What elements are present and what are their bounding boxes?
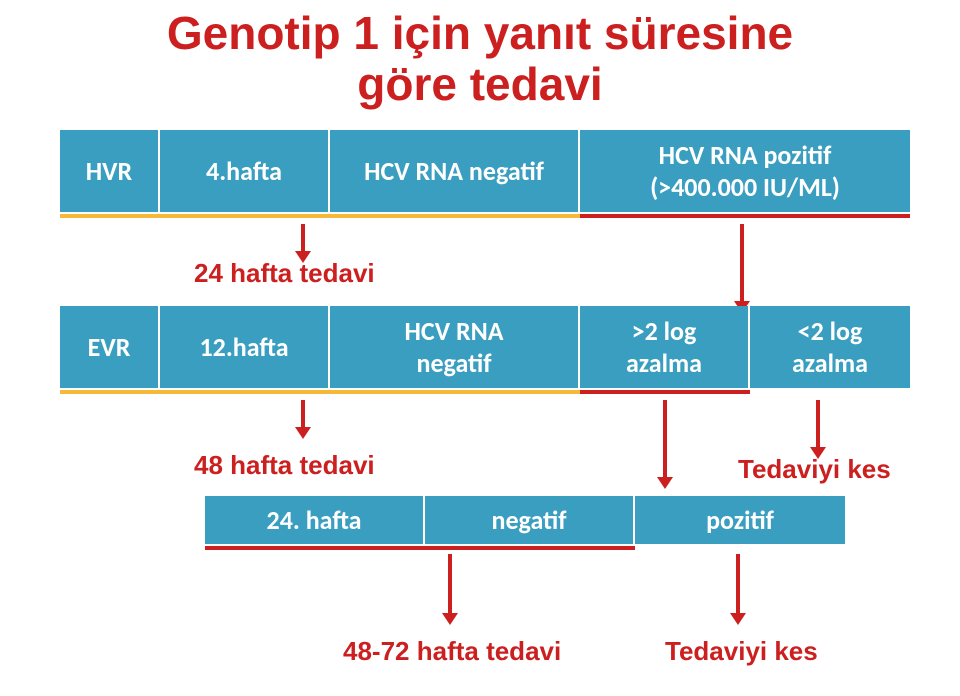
cell: <2 log azalma: [750, 306, 910, 388]
cell: HVR: [60, 130, 160, 212]
caption-48hafta: 48 hafta tedavi: [194, 450, 375, 481]
cell: HCV RNA negatif: [330, 306, 580, 388]
cell: negatif: [425, 496, 635, 544]
arrow-24-neg: [442, 554, 458, 624]
underline-24hafta: [205, 546, 635, 550]
title-line2: göre tedavi: [357, 58, 602, 110]
arrow-evr-lt2log: [810, 400, 826, 458]
cell: HCV RNA negatif: [330, 130, 580, 212]
cell: HCV RNA pozitif (>400.000 IU/ML): [580, 130, 910, 212]
underline-evr-left: [60, 390, 580, 394]
cell: pozitif: [635, 496, 845, 544]
arrow-hvr-neg: [295, 224, 311, 262]
table-evr: EVR12.haftaHCV RNA negatif>2 log azalma<…: [60, 306, 910, 388]
underline-hvr-left: [60, 214, 580, 218]
title-line1: Genotip 1 için yanıt süresine: [167, 7, 793, 59]
caption-4872hafta: 48-72 hafta tedavi: [343, 636, 561, 667]
cell: 12.hafta: [160, 306, 330, 388]
arrow-24-pos: [730, 554, 746, 624]
cell: EVR: [60, 306, 160, 388]
cell: 24. hafta: [205, 496, 425, 544]
table-24hafta: 24. haftanegatifpozitif: [205, 496, 845, 544]
arrow-hvr-pos: [734, 224, 750, 312]
caption-tedaviyikes2: Tedaviyi kes: [665, 636, 818, 667]
caption-tedaviyikes1: Tedaviyi kes: [738, 454, 891, 485]
underline-hvr-right: [580, 214, 910, 218]
underline-evr-right: [580, 390, 750, 394]
cell: 4.hafta: [160, 130, 330, 212]
arrow-evr-neg: [295, 400, 311, 438]
page-title: Genotip 1 için yanıt süresine göre tedav…: [0, 8, 960, 109]
caption-24hafta: 24 hafta tedavi: [194, 258, 375, 289]
table-hvr: HVR4.haftaHCV RNA negatifHCV RNA pozitif…: [60, 130, 910, 212]
arrow-evr-gt2log: [657, 400, 673, 488]
cell: >2 log azalma: [580, 306, 750, 388]
